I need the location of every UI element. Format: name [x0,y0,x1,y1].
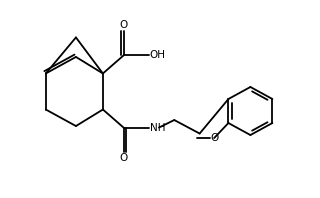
Text: O: O [119,153,128,163]
Text: OH: OH [150,50,166,60]
Text: O: O [119,20,128,30]
Text: O: O [210,133,218,143]
Text: NH: NH [150,123,165,132]
